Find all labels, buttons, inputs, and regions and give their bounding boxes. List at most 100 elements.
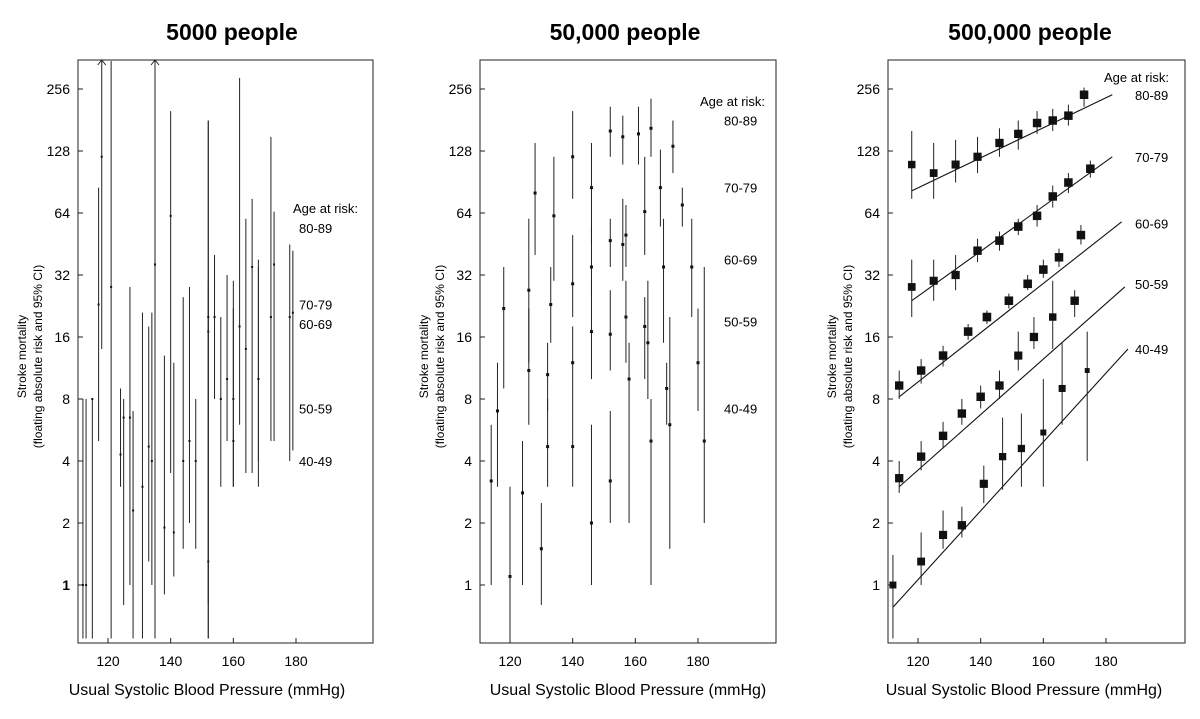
y-tick-label: 64 xyxy=(456,205,472,221)
data-point xyxy=(521,491,525,495)
data-point xyxy=(608,129,612,133)
y-tick-label: 64 xyxy=(864,205,880,221)
data-point xyxy=(182,460,185,462)
data-point xyxy=(238,325,241,328)
data-point xyxy=(257,378,260,381)
series-50-59 xyxy=(895,280,1126,493)
data-point xyxy=(1064,111,1073,120)
chart-title: 5000 people xyxy=(166,19,298,45)
y-tick-label: 8 xyxy=(872,391,880,407)
data-point xyxy=(1029,332,1039,342)
data-point xyxy=(119,453,122,456)
x-tick-label: 160 xyxy=(624,653,648,669)
legend-title: Age at risk: xyxy=(1104,70,1169,85)
data-point xyxy=(938,351,948,360)
data-point xyxy=(621,135,625,139)
data-point xyxy=(533,191,537,195)
legend-label-40-49: 40-49 xyxy=(724,401,757,416)
y-tick-label: 32 xyxy=(456,267,472,283)
data-point xyxy=(194,460,197,462)
data-point xyxy=(995,381,1004,390)
data-point xyxy=(649,439,653,443)
data-point xyxy=(549,303,553,307)
chart-panel-1: 5000 people 1 2 4 8 16 32 64 128 256 120 140 160 180 U… xyxy=(15,19,374,699)
data-point xyxy=(929,276,938,285)
legend-label-60-69: 60-69 xyxy=(724,253,757,268)
y-tick-label: 128 xyxy=(449,143,473,159)
data-point xyxy=(128,416,131,419)
data-point xyxy=(929,169,938,177)
data-point xyxy=(1076,230,1086,240)
y-tick-label: 16 xyxy=(54,329,70,345)
data-point xyxy=(122,416,125,419)
data-point xyxy=(979,479,988,488)
y-axis-label: Stroke mortality xyxy=(15,315,29,398)
data-point xyxy=(916,452,926,461)
data-point xyxy=(1039,265,1048,274)
data-point xyxy=(908,160,916,169)
x-tick-label: 180 xyxy=(1094,653,1118,669)
data-point xyxy=(895,381,904,390)
series-70-79 xyxy=(97,111,254,639)
data-point xyxy=(665,386,669,390)
x-tick-label: 140 xyxy=(561,653,585,669)
data-point xyxy=(938,530,948,540)
series-50-59 xyxy=(495,280,700,487)
data-point xyxy=(495,409,499,413)
data-point xyxy=(1058,384,1066,392)
data-point xyxy=(97,303,100,306)
data-point xyxy=(546,373,550,377)
y-tick-label: 8 xyxy=(62,391,70,407)
data-point xyxy=(1023,279,1032,289)
plot-frame xyxy=(887,59,1186,644)
data-point xyxy=(1070,296,1079,305)
data-point xyxy=(1086,164,1095,173)
data-point xyxy=(150,460,153,462)
series-70-79 xyxy=(907,156,1113,318)
data-point xyxy=(213,316,216,319)
y-tick-label: 2 xyxy=(464,515,472,531)
y-tick-label: 1 xyxy=(62,577,70,593)
data-point xyxy=(244,347,247,350)
data-point xyxy=(172,531,175,534)
fit-line-80-89 xyxy=(911,94,1113,192)
data-point xyxy=(917,557,926,566)
data-point xyxy=(1048,192,1057,201)
data-point xyxy=(957,521,967,530)
data-point xyxy=(649,126,653,130)
data-point xyxy=(100,155,103,158)
y-tick-label: 4 xyxy=(62,453,70,469)
series-40-49 xyxy=(489,266,706,639)
ci-arrow-up xyxy=(97,59,107,66)
chart-title: 50,000 people xyxy=(550,19,701,45)
legend-label-70-79: 70-79 xyxy=(299,298,332,313)
data-point xyxy=(527,369,531,373)
data-point xyxy=(1032,118,1042,128)
data-point xyxy=(995,138,1004,148)
data-point xyxy=(110,285,113,288)
data-point xyxy=(589,186,593,190)
data-point xyxy=(232,440,235,443)
data-point xyxy=(1084,368,1090,373)
data-point xyxy=(938,431,948,441)
data-point xyxy=(889,581,897,589)
data-point xyxy=(702,439,706,443)
data-point xyxy=(995,236,1004,245)
data-point xyxy=(154,263,156,266)
data-point xyxy=(546,445,550,449)
legend-label-50-59: 50-59 xyxy=(1135,277,1168,292)
data-point xyxy=(1032,211,1042,221)
legend-label-40-49: 40-49 xyxy=(299,454,332,469)
y-tick-label: 8 xyxy=(464,391,472,407)
data-point xyxy=(552,214,556,218)
data-point xyxy=(627,377,631,381)
series-40-49 xyxy=(85,61,294,639)
data-point xyxy=(1064,178,1073,187)
data-point xyxy=(973,152,982,161)
legend-label-40-49: 40-49 xyxy=(1135,342,1168,357)
legend-label-50-59: 50-59 xyxy=(724,315,757,330)
data-point xyxy=(671,144,675,148)
legend-label-70-79: 70-79 xyxy=(724,181,757,196)
chart-panel-3: 500,000 people 1 2 4 8 16 32 64 128 256 120 140 160 1… xyxy=(825,19,1186,699)
